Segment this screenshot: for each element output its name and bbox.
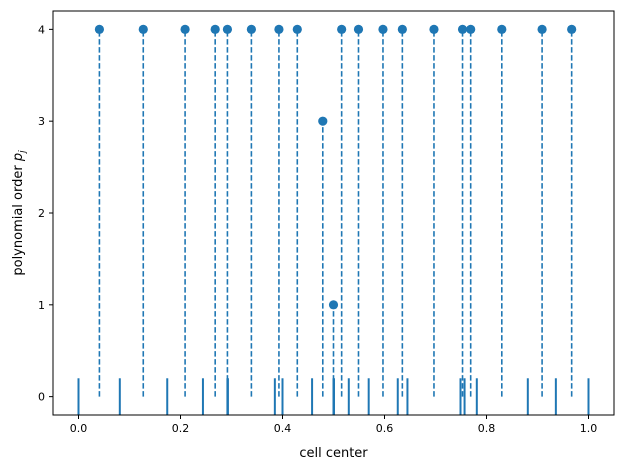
data-point — [328, 300, 339, 310]
x-tick-label: 0.6 — [376, 422, 394, 435]
data-point — [138, 24, 148, 34]
y-tick-label: 1 — [38, 299, 45, 312]
x-tick-label: 0.4 — [274, 422, 292, 435]
data-point — [397, 24, 407, 34]
data-point — [210, 24, 220, 34]
y-tick-label: 2 — [38, 207, 45, 220]
data-point — [318, 116, 328, 126]
y-tick-label: 3 — [38, 115, 45, 128]
y-axis-label: polynomial order pj — [11, 150, 28, 276]
axes: 0.0 0.2 0.4 0.6 0.8 1.0 0 1 2 3 4 — [38, 10, 615, 435]
data-point — [222, 24, 233, 34]
data-point — [274, 24, 284, 34]
x-tick-label: 1.0 — [580, 422, 598, 435]
x-tick-label: 0.0 — [70, 422, 88, 435]
data-point — [378, 24, 388, 34]
x-tick-label: 0.8 — [478, 422, 496, 435]
data-points — [94, 24, 577, 310]
data-point — [457, 24, 468, 34]
data-point — [292, 24, 302, 34]
data-point — [246, 24, 256, 34]
y-tick-label: 0 — [38, 391, 45, 404]
data-point — [180, 24, 190, 34]
data-point — [567, 24, 577, 34]
x-axis-label: cell center — [299, 446, 368, 461]
y-axis-label-subscript: j — [18, 150, 28, 155]
y-tick-label: 4 — [38, 23, 45, 36]
y-axis-label-italic: p — [11, 153, 26, 162]
stem-lines — [98, 29, 573, 397]
data-point — [337, 24, 347, 34]
data-point — [497, 24, 507, 34]
data-point — [94, 24, 105, 34]
data-point — [429, 24, 439, 34]
data-point — [466, 24, 476, 34]
data-point — [537, 24, 547, 34]
y-axis-label-main: polynomial order — [11, 161, 26, 276]
data-point — [353, 24, 364, 34]
x-tick-label: 0.2 — [172, 422, 190, 435]
